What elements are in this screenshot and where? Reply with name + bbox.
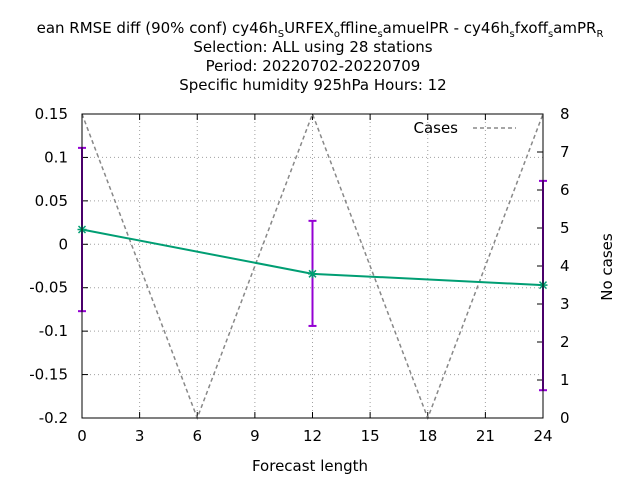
y2-tick-label: 4 [560,257,570,275]
title-segment: R [596,29,603,40]
x-tick-label: 24 [533,427,552,445]
y-axis-ticks: -0.2 -0.15 -0.1 -0.05 0 0.05 0.1 0.15 [29,105,88,427]
title-line-selection: Selection: ALL using 28 stations [193,38,432,56]
title-line-variable: Specific humidity 925hPa Hours: 12 [179,76,446,94]
y2-tick-label: 2 [560,333,570,351]
x-tick-label: 3 [135,427,145,445]
y2-tick-label: 0 [560,409,570,427]
y2-tick-label: 1 [560,371,570,389]
plot-frame [81,113,544,419]
y2-axis-label: No cases [598,233,616,301]
title-segment: fxoff [515,19,549,37]
x-tick-label: 0 [77,427,87,445]
y-tick-label: -0.05 [29,279,68,297]
y-tick-label: 0.05 [35,192,68,210]
title-line-main: ean RMSE diff (90% conf) cy46hSURFEXoffl… [37,19,604,40]
x-tick-label: 15 [361,427,380,445]
x-tick-label: 21 [476,427,495,445]
y-tick-label: 0.15 [35,105,68,123]
y2-tick-label: 6 [560,181,570,199]
x-tick-label: 6 [192,427,202,445]
series [77,111,548,421]
y-tick-label: -0.15 [29,366,68,384]
x-tick-label: 9 [250,427,260,445]
title-segment: s [548,29,553,40]
title-segment: amPR [553,19,596,37]
title-segment: s [510,29,515,40]
title-segment: URFEX [284,19,334,37]
y-tick-label: 0 [58,235,68,253]
y2-tick-label: 3 [560,295,570,313]
y2-axis-ticks: 0 1 2 3 4 5 6 7 8 [537,105,570,427]
title-segment: amuelPR - cy46h [383,19,510,37]
y2-tick-label: 5 [560,219,570,237]
title-segment: S [278,29,284,40]
y-tick-label: 0.1 [44,148,68,166]
title-segment: ffline [340,19,377,37]
x-axis-ticks: 0 3 6 9 12 15 18 21 24 [77,114,553,445]
y2-tick-label: 7 [560,143,570,161]
legend: Cases [413,119,516,137]
x-tick-label: 12 [303,427,322,445]
title-segment: s [377,29,382,40]
y-tick-label: -0.1 [39,322,68,340]
title-line-period: Period: 20220702-20220709 [206,57,421,75]
title-segment: o [334,29,340,40]
chart-title: ean RMSE diff (90% conf) cy46hSURFEXoffl… [37,19,604,94]
y-tick-label: -0.2 [39,409,68,427]
x-tick-label: 18 [418,427,437,445]
data-point [308,269,317,279]
y2-tick-label: 8 [560,105,570,123]
title-segment: ean RMSE diff (90% conf) cy46h [37,19,278,37]
x-axis-label: Forecast length [252,457,368,475]
legend-label-cases: Cases [413,119,458,137]
